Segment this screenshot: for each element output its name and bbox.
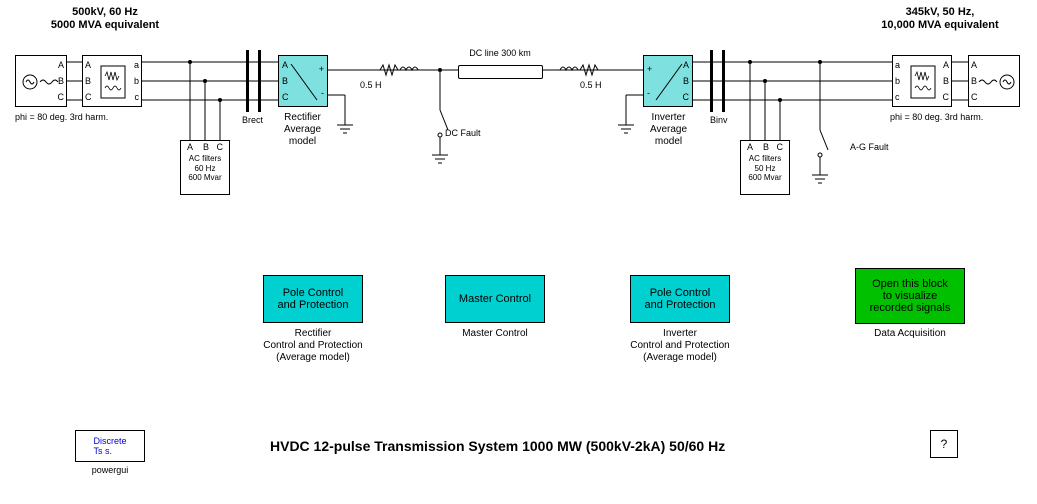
master-control-block[interactable]: Master Control: [445, 275, 545, 323]
data-acquisition-label: Data Acquisition: [855, 328, 965, 340]
header-right: 345kV, 50 Hz, 10,000 MVA equivalent: [850, 6, 1030, 32]
port-B: B: [58, 76, 64, 86]
rect-cp-label: Rectifier Control and Protection (Averag…: [243, 328, 383, 364]
brect-label: Brect: [242, 115, 263, 126]
ind-left-label: 0.5 H: [360, 80, 382, 91]
dc-line-block[interactable]: [458, 65, 543, 79]
rectifier-label: Rectifier Average model: [270, 112, 335, 148]
dc-fault-label: DC Fault: [445, 128, 481, 139]
header-right-l2: 10,000 MVA equivalent: [850, 19, 1030, 32]
port-A: A: [58, 60, 64, 70]
pole-control-left-block[interactable]: Pole Control and Protection: [263, 275, 363, 323]
source-right-block[interactable]: A B C: [968, 55, 1020, 107]
header-left: 500kV, 60 Hz 5000 MVA equivalent: [20, 6, 190, 32]
data-acquisition-block[interactable]: Open this block to visualize recorded si…: [855, 268, 965, 324]
bus-binv-2: [722, 50, 725, 112]
ac-filters-left-block[interactable]: A B C AC filters 60 Hz 600 Mvar: [180, 140, 230, 195]
inv-cp-label: Inverter Control and Protection (Average…: [610, 328, 750, 364]
binv-label: Binv: [710, 115, 728, 126]
bus-brect-2: [258, 50, 261, 112]
impedance-right-block[interactable]: A B C a b c: [892, 55, 952, 107]
main-title: HVDC 12-pulse Transmission System 1000 M…: [270, 438, 725, 454]
inverter-label: Inverter Average model: [636, 112, 701, 148]
header-right-l1: 345kV, 50 Hz,: [850, 6, 1030, 19]
inverter-block[interactable]: A B C + -: [643, 55, 693, 107]
ag-fault-label: A-G Fault: [850, 142, 889, 153]
port-A: A: [971, 60, 977, 70]
bus-binv-1: [710, 50, 713, 112]
help-block[interactable]: ?: [930, 430, 958, 458]
ind-right-label: 0.5 H: [580, 80, 602, 91]
master-control-label: Master Control: [445, 328, 545, 340]
bus-brect-1: [246, 50, 249, 112]
phi-right-label: phi = 80 deg. 3rd harm.: [890, 112, 1020, 123]
header-left-l2: 5000 MVA equivalent: [20, 19, 190, 32]
pole-control-right-block[interactable]: Pole Control and Protection: [630, 275, 730, 323]
rectifier-block[interactable]: A B C + -: [278, 55, 328, 107]
port-C: C: [58, 92, 65, 102]
ac-filters-right-block[interactable]: A B C AC filters 50 Hz 600 Mvar: [740, 140, 790, 195]
header-left-l1: 500kV, 60 Hz: [20, 6, 190, 19]
phi-left-label: phi = 80 deg. 3rd harm.: [15, 112, 145, 123]
source-left-block[interactable]: A B C: [15, 55, 67, 107]
powergui-block[interactable]: Discrete Ts s.: [75, 430, 145, 462]
impedance-left-block[interactable]: A B C a b c: [82, 55, 142, 107]
dc-line-label: DC line 300 km: [450, 48, 550, 59]
powergui-label: powergui: [75, 465, 145, 476]
port-C: C: [971, 92, 978, 102]
port-B: B: [971, 76, 977, 86]
